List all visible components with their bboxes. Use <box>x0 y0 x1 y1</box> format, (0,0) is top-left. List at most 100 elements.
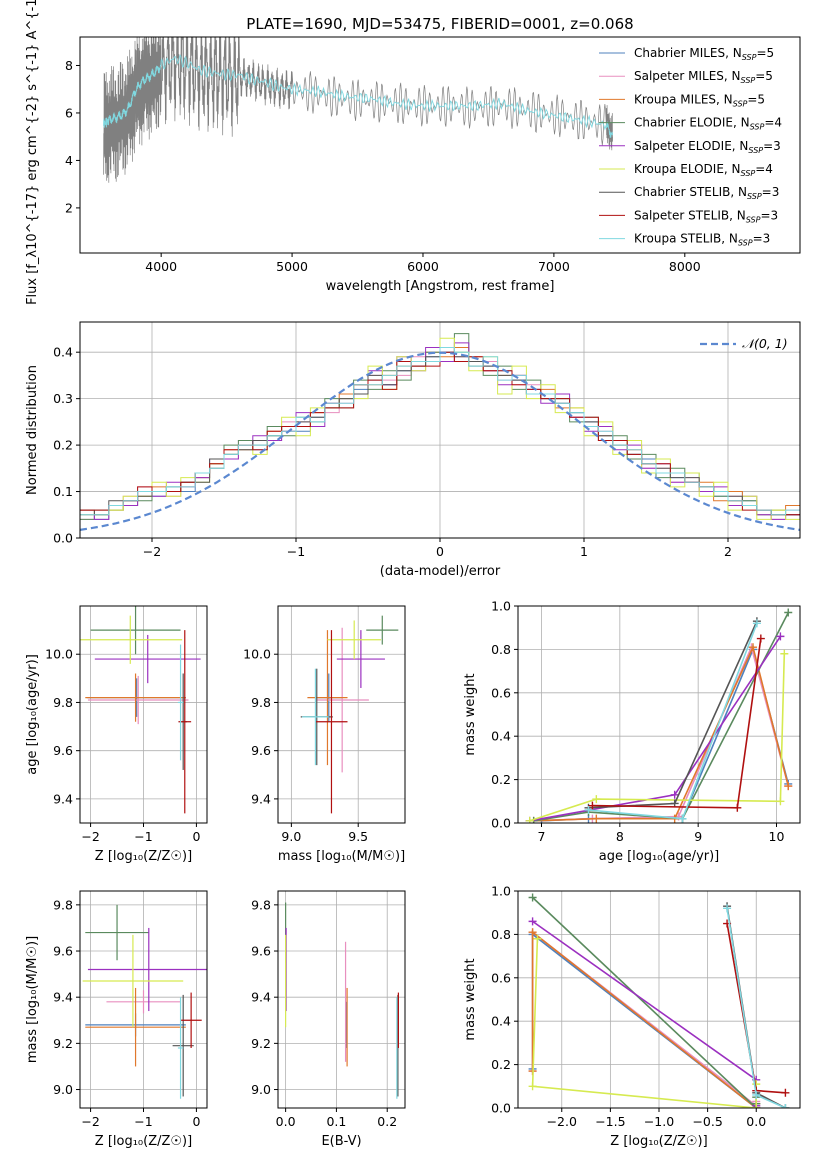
x-tick-label: 9.0 <box>281 829 301 844</box>
panel-2: −2 −1 0 9.4 9.6 9.8 10.0 Z [log₁₀(Z/Z☉)] age [lo… <box>25 605 208 864</box>
axes-frame <box>277 605 406 824</box>
y-tick-label: 10.0 <box>243 647 271 662</box>
y-tick-label: 9.0 <box>53 1082 73 1097</box>
x-tick-label: 8 <box>616 829 624 844</box>
y-axis-label: mass weight <box>463 673 478 755</box>
y-tick-label: 9.6 <box>251 743 271 758</box>
weight-line-Chabrier ELODIE <box>532 896 758 1108</box>
plot-area <box>525 608 793 823</box>
y-tick-label: 9.2 <box>53 1036 73 1051</box>
weight-marker <box>588 801 597 810</box>
y-tick-label: 0.4 <box>491 729 511 744</box>
y-tick-label: 9.8 <box>53 695 73 710</box>
weight-marker <box>749 643 757 652</box>
errorbar-point <box>307 630 348 766</box>
errorbar-point <box>85 673 186 722</box>
x-tick-label: 2 <box>724 544 732 559</box>
errorbar-point <box>336 630 385 688</box>
x-tick-label: 1 <box>580 544 588 559</box>
plot-area <box>80 333 800 531</box>
y-tick-label: 0.6 <box>491 685 511 700</box>
errorbar-point <box>302 668 329 766</box>
weight-line-Kroupa ELODIE <box>529 653 786 822</box>
errorbar-point <box>94 634 201 684</box>
weight-marker <box>752 619 761 628</box>
x-tick-label: −0.5 <box>692 1114 722 1129</box>
errorbar-point <box>87 927 207 1012</box>
y-tick-label: 9.4 <box>251 990 271 1005</box>
x-axis-label: wavelength [Angstrom, rest frame] <box>326 279 555 294</box>
errorbar-point <box>90 606 181 655</box>
weight-marker <box>733 803 742 812</box>
weight-marker <box>723 904 732 913</box>
errorbar-point <box>177 644 184 761</box>
legend-label: Salpeter MILES, NSSP=5 <box>634 69 773 85</box>
weight-marker <box>592 795 601 804</box>
x-tick-label: 0 <box>436 544 444 559</box>
x-tick-label: 0 <box>192 1114 200 1129</box>
x-tick-label: 0 <box>192 829 200 844</box>
y-axis-label: Normed distribution <box>25 365 40 495</box>
errorbar-point <box>315 630 348 814</box>
x-tick-label: 0.1 <box>326 1114 346 1129</box>
legend-label: 𝒩(0, 1) <box>742 336 788 351</box>
errorbar-point <box>327 620 381 660</box>
axes-frame <box>277 890 406 1109</box>
panel-5: −2 −1 0 9.0 9.2 9.4 9.6 9.8 Z [log₁₀(Z/Z☉)] mass … <box>25 890 208 1149</box>
errorbar-point <box>85 987 186 1067</box>
y-tick-label: 9.6 <box>53 743 73 758</box>
weight-marker <box>678 814 687 823</box>
x-tick-label: 10 <box>769 829 785 844</box>
y-tick-label: 0.3 <box>53 391 73 406</box>
x-tick-label: −1 <box>134 829 152 844</box>
x-tick-label: −2 <box>143 544 161 559</box>
weight-line-Salpeter ELODIE <box>529 635 782 822</box>
y-tick-label: 9.8 <box>251 897 271 912</box>
errorbar-point <box>366 615 399 645</box>
x-tick-label: −1 <box>287 544 305 559</box>
x-tick-label: −1.0 <box>644 1114 674 1129</box>
weight-marker <box>784 782 793 791</box>
x-axis-label: Z [log₁₀(Z/Z☉)] <box>95 1134 192 1149</box>
y-tick-label: 0.2 <box>491 1057 511 1072</box>
weight-marker <box>756 634 765 643</box>
y-tick-label: 1.0 <box>491 884 511 899</box>
y-tick-label: 9.4 <box>251 791 271 806</box>
histogram-Kroupa STELIB <box>80 347 800 516</box>
y-tick-label: 9.6 <box>251 944 271 959</box>
plot-area <box>300 615 399 814</box>
weight-line-Kroupa STELIB <box>588 623 758 820</box>
y-tick-label: 9.2 <box>251 1036 271 1051</box>
panel-3: 9.0 9.5 9.4 9.6 9.8 10.0 mass [log₁₀(M/M☉)] <box>243 605 406 864</box>
y-tick-label: 0.0 <box>491 1101 511 1116</box>
weight-line-Chabrier MILES <box>541 646 790 822</box>
axes-frame <box>79 36 801 254</box>
x-tick-label: 7 <box>538 829 546 844</box>
weight-marker <box>780 649 789 658</box>
y-tick-label: 8 <box>65 58 73 73</box>
y-tick-label: 0.1 <box>53 484 73 499</box>
x-axis-label: (data-model)/error <box>380 564 501 579</box>
legend-label: Kroupa STELIB, NSSP=3 <box>634 232 770 248</box>
legend-label: Salpeter STELIB, NSSP=3 <box>634 208 778 224</box>
legend-label: Chabrier MILES, NSSP=5 <box>634 46 774 62</box>
x-axis-label: Z [log₁₀(Z/Z☉)] <box>95 849 192 864</box>
x-tick-label: −2 <box>81 829 99 844</box>
weight-marker <box>528 1082 537 1091</box>
panel-6: 0.0 0.1 0.2 9.0 9.2 9.4 9.6 9.8 E(B-V) <box>251 890 406 1149</box>
y-tick-label: 9.6 <box>53 944 73 959</box>
axes-frame <box>517 605 801 824</box>
weight-line-Salpeter ELODIE <box>532 920 758 1106</box>
spectrum-model <box>103 54 613 138</box>
y-tick-label: 4 <box>65 153 73 168</box>
y-tick-label: 10.0 <box>45 647 73 662</box>
errorbar-point <box>85 904 149 961</box>
weight-line-Chabrier ELODIE <box>533 612 790 822</box>
weight-marker <box>752 1104 761 1108</box>
y-tick-label: 9.8 <box>251 695 271 710</box>
y-tick-label: 0.4 <box>53 345 73 360</box>
weight-marker <box>670 790 679 799</box>
x-tick-label: 5000 <box>276 259 308 274</box>
x-tick-label: 9 <box>694 829 702 844</box>
y-tick-label: 0.8 <box>491 927 511 942</box>
